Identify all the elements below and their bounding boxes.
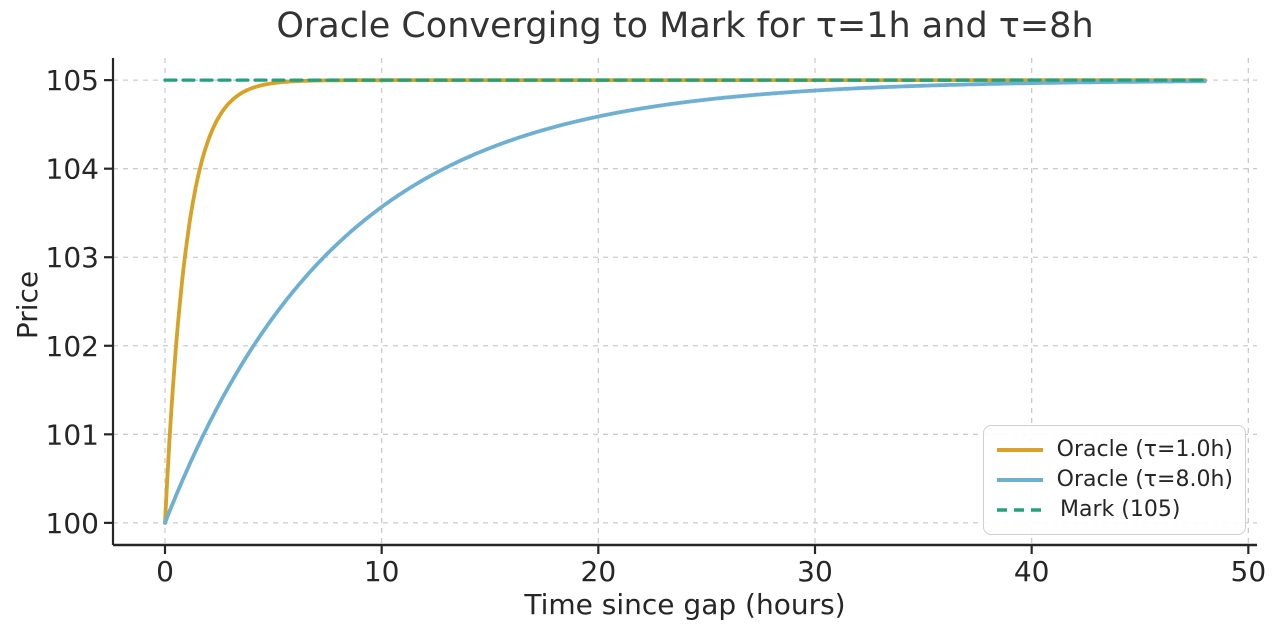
x-tick-label: 40 (1014, 555, 1050, 588)
x-axis-label: Time since gap (hours) (524, 588, 846, 621)
y-axis-label: Price (11, 270, 44, 340)
legend-label: Oracle (τ=8.0h) (1056, 467, 1233, 492)
y-tick-label: 101 (46, 418, 99, 451)
legend-item: Oracle (τ=1.0h) (996, 439, 1233, 461)
series-line-1 (163, 79, 1207, 525)
legend-item: Oracle (τ=8.0h) (996, 469, 1233, 491)
legend-swatch-dashed-line (997, 508, 1045, 512)
x-tick-label: 20 (581, 555, 617, 588)
legend-swatch-line (997, 478, 1043, 482)
chart-title: Oracle Converging to Mark for τ=1h and τ… (276, 6, 1094, 46)
y-tick-label: 100 (46, 507, 99, 540)
y-tick-label: 105 (46, 64, 99, 97)
legend: Oracle (τ=1.0h) Oracle (τ=8.0h) Mark (105) (983, 425, 1246, 535)
y-tick-label: 102 (46, 330, 99, 363)
x-tick-label: 50 (1231, 555, 1267, 588)
y-tick-label: 103 (46, 241, 99, 274)
x-tick-label: 30 (797, 555, 833, 588)
legend-swatch-line (997, 448, 1043, 452)
legend-label: Oracle (τ=1.0h) (1056, 437, 1233, 462)
x-tick-label: 10 (364, 555, 400, 588)
y-tick-label: 104 (46, 153, 99, 186)
x-tick-label: 0 (156, 555, 174, 588)
legend-label: Mark (105) (1060, 497, 1181, 522)
legend-item: Mark (105) (996, 499, 1233, 521)
